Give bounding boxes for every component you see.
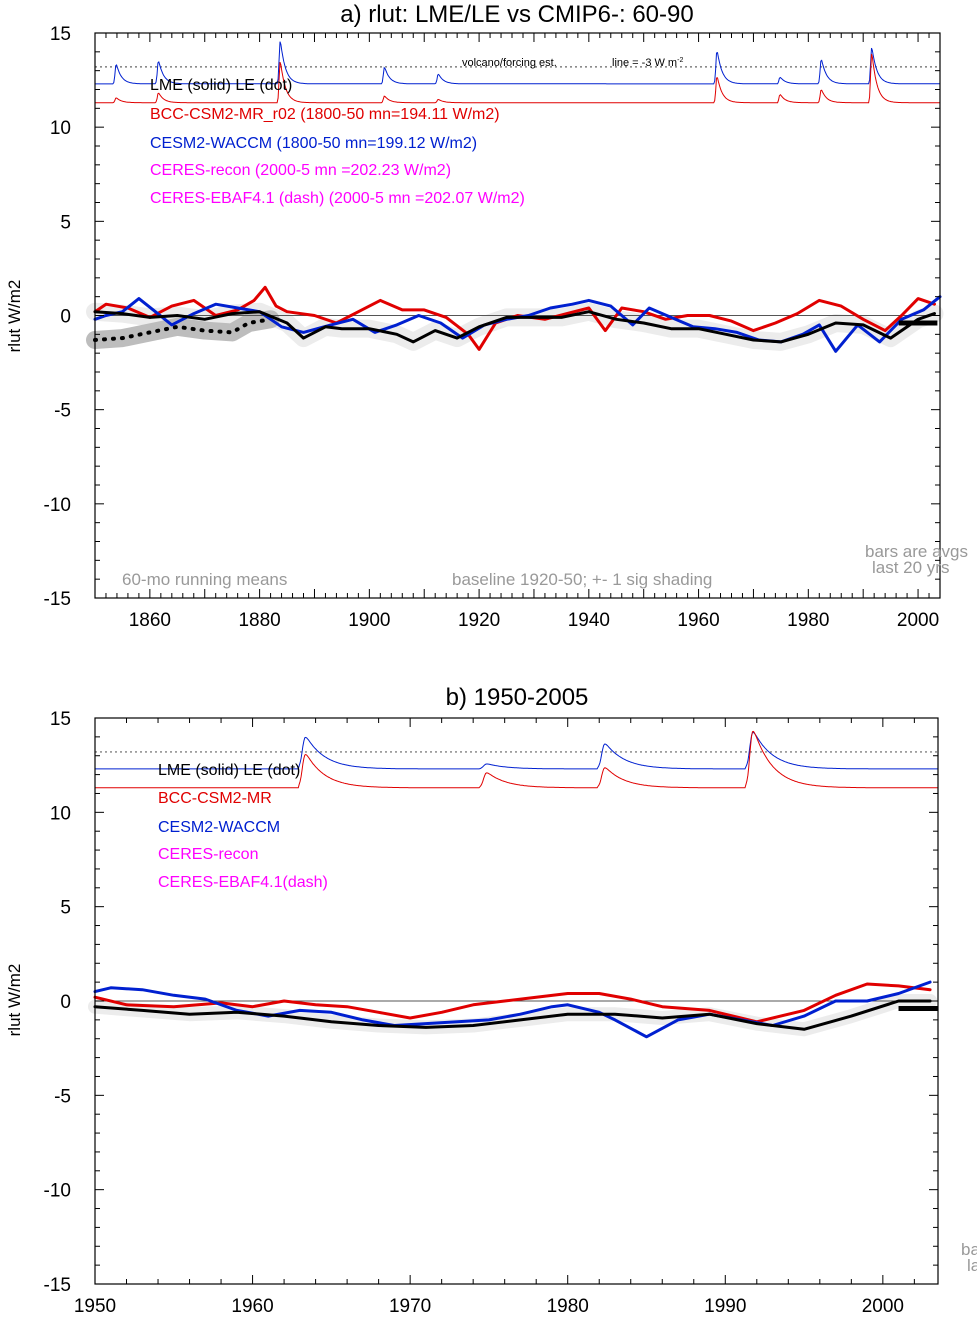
pb-ytick-label: 0 (60, 992, 71, 1013)
panel-b-y-ticks: -15 -10 -5 0 5 10 15 (44, 709, 938, 1296)
panel-a-running-mean-note: 60-mo running means (122, 570, 287, 589)
panel-b-legend-ceres-ebaf: CERES-EBAF4.1(dash) (158, 874, 328, 891)
pa-ytick-label: -5 (54, 401, 71, 422)
panel-a-baseline-note: baseline 1920-50; +- 1 sig shading (452, 570, 712, 589)
panel-a-title: a) rlut: LME/LE vs CMIP6-: 60-90 (340, 1, 693, 28)
pb-xtick-label: 1950 (74, 1296, 116, 1317)
pa-forcing-bcc (95, 53, 940, 104)
panel-b-legend-bcc: BCC-CSM2-MR (158, 790, 272, 807)
pb-forcing-bcc (95, 730, 938, 789)
panel-a-bars-note-2: last 20 yrs (872, 558, 949, 577)
panel-a-legend-cesm: CESM2-WACCM (1800-50 mn=199.12 W/m2) (150, 135, 477, 152)
pa-ytick-label: 10 (50, 118, 71, 139)
pa-ytick-label: 0 (60, 307, 71, 328)
panel-a-line-annotation: line = -3 W m-2 (612, 57, 683, 69)
pa-xtick-label: 1940 (568, 610, 610, 631)
pb-xtick-label: 1970 (389, 1296, 431, 1317)
panel-a-y-ticks: -15 -10 -5 0 5 10 15 (44, 24, 940, 610)
pb-ytick-label: 15 (50, 709, 71, 730)
panel-a-line-annotation-text: line = -3 W m (612, 57, 677, 69)
panel-b-legend: LME (solid) LE (dot) BCC-CSM2-MR CESM2-W… (158, 762, 328, 891)
panel-b-ylabel: rlut W/m2 (5, 964, 24, 1037)
pb-ytick-label: -5 (54, 1086, 71, 1107)
pa-xtick-label: 1920 (458, 610, 500, 631)
pb-xtick-label: 1980 (547, 1296, 589, 1317)
panel-a-bars-note-1: bars are avgs (865, 542, 968, 561)
panel-a-series (93, 285, 942, 353)
panel-a-line-annotation-sup: -2 (677, 57, 683, 64)
pa-xtick-label: 1960 (677, 610, 719, 631)
panel-b-title: b) 1950-2005 (446, 684, 589, 711)
panel-a: a) rlut: LME/LE vs CMIP6-: 60-90 rlut W/… (5, 1, 968, 631)
panel-b: b) 1950-2005 rlut W/m2 1950 1960 1970 1980 1… (5, 684, 977, 1317)
panel-b-bars-note-2: la (967, 1256, 977, 1275)
panel-b-legend-lme: LME (solid) LE (dot) (158, 762, 300, 779)
panel-b-forcing-lines (95, 730, 938, 789)
pa-forcing-cesm (95, 41, 940, 85)
panel-a-legend-lme: LME (solid) LE (dot) (150, 77, 292, 94)
pb-ytick-label: 5 (60, 898, 71, 919)
pa-xtick-label: 1880 (238, 610, 280, 631)
panel-b-series (93, 980, 932, 1039)
panel-a-forcing-lines (95, 41, 940, 104)
panel-a-legend-bcc: BCC-CSM2-MR_r02 (1800-50 mn=194.11 W/m2) (150, 106, 500, 123)
pa-ytick-label: -10 (44, 495, 71, 516)
pb-series-lme (93, 999, 932, 1031)
pb-series-bcc-csm2-mr (93, 982, 932, 1024)
pb-forcing-cesm (95, 731, 938, 770)
panel-b-legend-ceres-recon: CERES-recon (158, 846, 258, 863)
pa-xtick-label: 2000 (897, 610, 939, 631)
panel-b-bars-note-1: ba (961, 1240, 977, 1259)
pa-ytick-label: -15 (44, 589, 71, 610)
pb-series-cesm2-waccm (93, 980, 932, 1039)
panel-b-legend-cesm: CESM2-WACCM (158, 819, 280, 836)
pb-ytick-label: -15 (44, 1275, 71, 1296)
pb-xtick-label: 1990 (704, 1296, 746, 1317)
pb-xtick-label: 1960 (231, 1296, 273, 1317)
pa-ytick-label: 5 (60, 212, 71, 233)
pa-xtick-label: 1860 (129, 610, 171, 631)
panel-a-x-ticks: 1860 1880 1900 1920 1940 1960 1980 2000 (94, 33, 941, 631)
panel-b-x-ticks: 1950 1960 1970 1980 1990 2000 (74, 718, 915, 1317)
pb-ytick-label: -10 (44, 1181, 71, 1202)
panel-a-legend-ceres-recon: CERES-recon (2000-5 mn =202.23 W/m2) (150, 162, 451, 179)
panel-a-ylabel: rlut W/m2 (5, 280, 24, 353)
panel-a-legend-ceres-ebaf: CERES-EBAF4.1 (dash) (2000-5 mn =202.07 … (150, 190, 525, 207)
pb-xtick-label: 2000 (862, 1296, 904, 1317)
pa-series-lme (93, 310, 936, 344)
panel-a-forcing-annotation: volcano/forcing est. (462, 57, 557, 69)
panel-a-legend: LME (solid) LE (dot) BCC-CSM2-MR_r02 (18… (150, 77, 525, 207)
pa-series-le (93, 317, 273, 342)
pb-ytick-label: 10 (50, 803, 71, 824)
pa-xtick-label: 1900 (348, 610, 390, 631)
pa-xtick-label: 1980 (787, 610, 829, 631)
pa-ytick-label: 15 (50, 24, 71, 45)
